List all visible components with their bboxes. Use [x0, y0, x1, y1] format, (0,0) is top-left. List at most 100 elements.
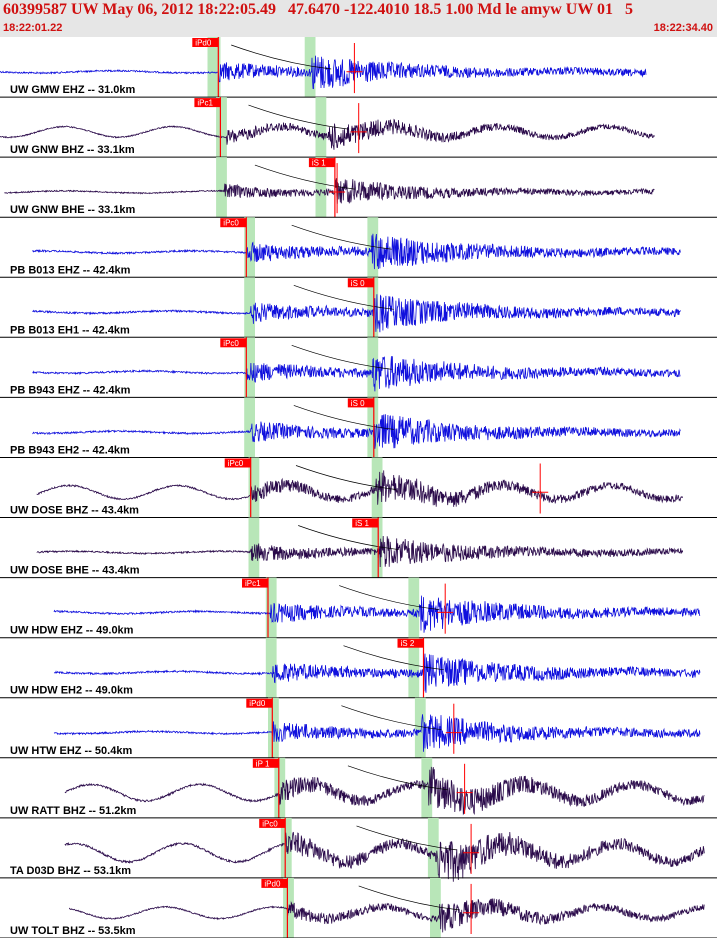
arrival-curve [347, 765, 448, 791]
phase-pick-box[interactable] [194, 98, 221, 108]
station-label: UW DOSE BHZ -- 43.4km [10, 505, 139, 517]
phase-pick-label: iPc1 [245, 579, 261, 588]
phase-pick-label: iPd0 [264, 879, 281, 888]
phase-pick-box[interactable] [192, 38, 219, 47]
pick-window [315, 97, 327, 158]
waveform-trace [0, 118, 655, 150]
phase-pick-box[interactable] [252, 758, 279, 768]
waveform-trace [68, 898, 705, 933]
phase-pick-label: iPc1 [197, 99, 213, 108]
phase-pick-label: iPc0 [228, 459, 244, 468]
pick-window [265, 637, 277, 698]
time-start-label: 18:22:01.22 [3, 22, 63, 34]
phase-pick-box[interactable] [242, 578, 268, 588]
arrival-curve [298, 525, 399, 550]
arrival-curve [341, 705, 442, 731]
station-label: UW RATT BHZ -- 51.2km [10, 805, 137, 817]
phase-pick-box[interactable] [246, 698, 273, 708]
waveform-trace [53, 714, 701, 752]
phase-pick-box[interactable] [397, 638, 424, 648]
phase-pick-label: iPc0 [262, 819, 278, 828]
phase-pick-box[interactable] [352, 518, 379, 528]
event-title: 60399587 UW May 06, 2012 18:22:05.49 47.… [3, 1, 634, 18]
phase-pick-box[interactable] [259, 818, 286, 828]
pick-window [408, 637, 420, 698]
phase-pick-label: iS 1 [355, 519, 369, 528]
pick-window [248, 457, 260, 518]
pick-window [367, 277, 379, 338]
pick-window [244, 217, 255, 278]
pick-window [283, 877, 294, 938]
phase-pick-box[interactable] [347, 278, 374, 288]
arrival-curve [291, 344, 392, 370]
phase-pick-label: iS 2 [401, 639, 415, 648]
pick-window [371, 517, 383, 578]
arrival-curve [291, 224, 392, 250]
station-label: UW HDW EH2 -- 49.0km [10, 685, 133, 697]
station-label: PB B013 EHZ -- 42.4km [10, 264, 131, 276]
station-label: UW HTW EHZ -- 50.4km [10, 745, 132, 757]
phase-pick-label: iPc0 [223, 219, 239, 228]
pick-window [414, 697, 426, 758]
arrival-curve [254, 164, 355, 190]
waveform-trace [32, 233, 681, 270]
phase-pick-label: iPd0 [195, 39, 212, 48]
pick-window [207, 37, 221, 98]
waveform-trace [64, 831, 705, 882]
waveform-trace [53, 595, 701, 633]
phase-pick-label: iP 1 [256, 759, 270, 768]
header-bar: 60399587 UW May 06, 2012 18:22:05.49 47.… [0, 0, 717, 37]
pick-window [430, 877, 441, 938]
station-label: PB B013 EH1 -- 42.4km [10, 324, 130, 336]
pick-window [421, 757, 433, 818]
arrival-curve [231, 44, 332, 70]
station-label: UW GNW BHE -- 33.1km [10, 204, 136, 216]
waveform-trace [64, 766, 705, 816]
phase-pick-label: iS 0 [351, 279, 365, 288]
phase-pick-box[interactable] [261, 878, 288, 888]
pick-window [216, 157, 227, 218]
time-end-label: 18:22:34.40 [653, 22, 713, 34]
phase-pick-label: iS 1 [312, 159, 326, 168]
waveform-trace [0, 55, 647, 90]
phase-pick-label: iPd0 [249, 699, 266, 708]
arrival-curve [358, 885, 459, 911]
phase-pick-label: iPc0 [223, 339, 239, 348]
phase-pick-box[interactable] [220, 338, 247, 348]
station-label: UW HDW EHZ -- 49.0km [10, 625, 134, 637]
phase-pick-box[interactable] [308, 158, 335, 168]
pick-window [427, 817, 439, 878]
pick-window [244, 397, 255, 458]
arrival-curve [293, 284, 394, 310]
pick-window [367, 397, 379, 458]
pick-window [248, 517, 260, 578]
phase-pick-box[interactable] [347, 398, 374, 408]
station-label: UW GNW BHZ -- 33.1km [10, 144, 135, 156]
station-label: UW TOLT BHZ -- 53.5km [10, 925, 136, 937]
waveform-trace [32, 356, 681, 392]
station-label: TA D03D BHZ -- 53.1km [10, 865, 131, 877]
phase-pick-label: iS 0 [351, 399, 365, 408]
pick-window [244, 277, 255, 338]
waveform-trace [32, 294, 681, 333]
phase-pick-box[interactable] [224, 458, 251, 468]
pick-window [216, 97, 227, 158]
arrival-curve [339, 585, 440, 610]
pick-window [408, 577, 420, 638]
pick-window [315, 157, 327, 218]
phase-pick-box[interactable] [220, 218, 247, 228]
station-label: UW GMW EHZ -- 31.0km [10, 84, 136, 96]
station-label: PB B943 EHZ -- 42.4km [10, 384, 131, 396]
arrival-curve [356, 825, 457, 851]
arrival-curve [293, 405, 394, 430]
pick-window [274, 757, 286, 818]
waveform-trace [36, 535, 684, 568]
seismogram-plot[interactable]: iPd0 UW GMW EHZ -- 31.0km iPc1 UW GNW BHZ -… [0, 37, 717, 938]
arrival-curve [295, 465, 397, 490]
waveform-trace [32, 414, 681, 449]
arrival-curve [343, 645, 444, 671]
pick-window [244, 337, 255, 398]
waveform-trace [4, 178, 655, 204]
pick-window [304, 37, 316, 98]
waveform-trace [36, 470, 684, 507]
